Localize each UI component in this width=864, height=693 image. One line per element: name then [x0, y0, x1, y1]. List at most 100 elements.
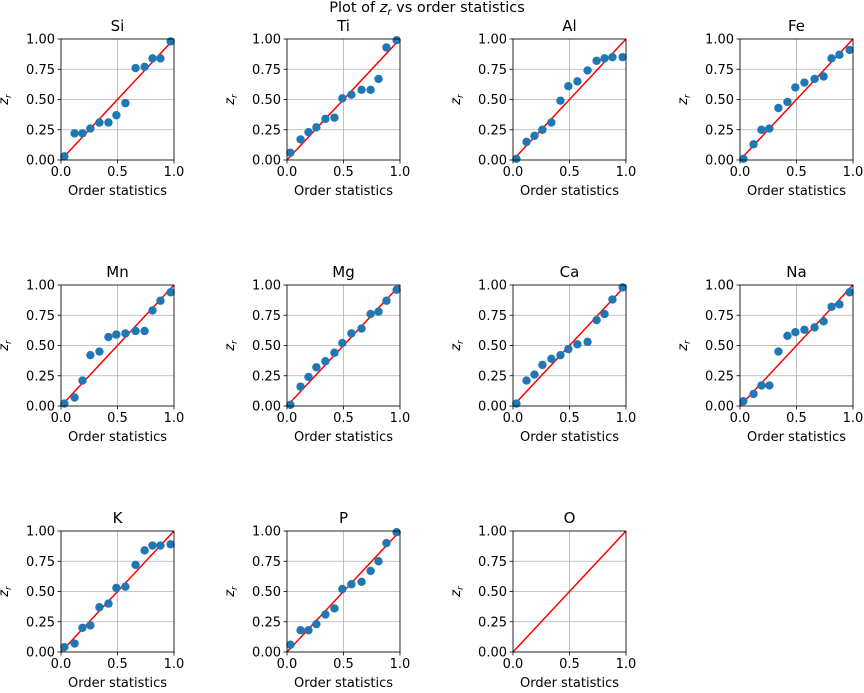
y-tick-label: 1.00 — [26, 279, 55, 294]
data-point — [166, 540, 175, 549]
data-point — [296, 382, 305, 391]
data-point — [600, 54, 609, 63]
data-point — [810, 323, 819, 332]
subplot-title: Mn — [106, 263, 128, 281]
y-tick-label: 0.25 — [252, 369, 281, 384]
x-tick-label: 1.0 — [164, 657, 185, 672]
data-point — [321, 610, 330, 619]
data-point — [330, 604, 339, 613]
y-tick-label: 0.00 — [26, 646, 55, 661]
data-point — [156, 54, 165, 63]
data-point — [749, 389, 758, 399]
y-tick-label: 0.00 — [478, 646, 507, 661]
data-point — [140, 546, 149, 555]
data-point — [347, 580, 356, 589]
data-point — [304, 372, 313, 382]
x-tick-label: 0.0 — [51, 411, 72, 426]
data-point — [564, 81, 573, 91]
data-point — [338, 94, 347, 103]
data-point — [791, 327, 800, 337]
y-axis-label: zr — [0, 585, 14, 598]
x-tick-label: 1.0 — [164, 411, 185, 426]
y-tick-label: 0.75 — [478, 309, 507, 324]
data-point — [800, 325, 809, 334]
data-point — [296, 135, 305, 144]
data-point — [338, 584, 347, 594]
data-point — [774, 103, 783, 113]
data-point — [95, 603, 104, 612]
data-point — [819, 72, 828, 81]
y-tick-label: 0.00 — [26, 154, 55, 169]
y-tick-label: 0.75 — [26, 309, 55, 324]
y-tick-label: 0.00 — [252, 646, 281, 661]
reference-line — [60, 284, 175, 407]
data-point — [86, 350, 95, 360]
y-tick-label: 0.25 — [705, 123, 734, 138]
data-point — [140, 62, 149, 72]
data-point — [374, 557, 383, 566]
y-tick-label: 0.25 — [26, 615, 55, 630]
data-point — [512, 154, 521, 163]
data-point — [538, 360, 547, 370]
data-point — [112, 583, 121, 593]
y-axis-label: zr — [449, 93, 466, 106]
x-axis-label: Order statistics — [68, 184, 167, 199]
data-point — [60, 399, 69, 408]
data-point — [131, 560, 140, 570]
data-point — [366, 566, 375, 576]
x-tick-label: 1.0 — [616, 411, 637, 426]
y-tick-label: 0.50 — [26, 339, 55, 354]
x-tick-label: 0.5 — [107, 411, 128, 426]
subplot-o: 0.0 0.5 1.0 0.00 0.25 0.50 0.75 1.00 O Order stat… — [449, 509, 636, 691]
y-tick-label: 1.00 — [252, 525, 281, 540]
data-point — [835, 300, 844, 309]
x-tick-label: 0.0 — [503, 165, 524, 180]
data-point — [156, 296, 165, 305]
data-point — [78, 129, 87, 138]
data-point — [357, 577, 366, 587]
y-tick-label: 0.50 — [252, 585, 281, 600]
data-point — [530, 370, 539, 379]
x-tick-label: 1.0 — [843, 411, 864, 426]
data-point — [512, 399, 521, 408]
x-tick-label: 1.0 — [164, 165, 185, 180]
y-tick-label: 0.00 — [252, 154, 281, 169]
subplot-fe: 0.0 0.5 1.0 0.00 0.25 0.50 0.75 1.00 Fe Order sta… — [676, 17, 863, 199]
y-tick-label: 1.00 — [252, 33, 281, 48]
y-tick-label: 0.50 — [478, 339, 507, 354]
subplot-title: K — [113, 509, 124, 527]
y-tick-label: 0.50 — [705, 93, 734, 108]
data-point — [600, 309, 609, 319]
x-tick-label: 0.5 — [333, 165, 354, 180]
y-tick-label: 0.50 — [26, 585, 55, 600]
x-axis-label: Order statistics — [294, 184, 393, 199]
x-tick-label: 0.5 — [559, 411, 580, 426]
subplot-title: Ca — [560, 263, 580, 281]
data-point — [608, 295, 617, 304]
data-point — [827, 54, 836, 63]
data-point — [121, 582, 130, 591]
data-point — [112, 111, 121, 120]
data-point — [70, 129, 79, 138]
y-axis-label: zr — [676, 339, 693, 352]
y-tick-label: 0.25 — [26, 369, 55, 384]
data-point — [104, 332, 113, 342]
x-tick-label: 0.5 — [107, 165, 128, 180]
y-tick-label: 1.00 — [705, 279, 734, 294]
data-point — [86, 124, 95, 133]
data-point — [522, 376, 531, 385]
y-axis-label: zr — [0, 93, 14, 106]
data-point — [530, 131, 539, 140]
subplot-k: 0.0 0.5 1.0 0.00 0.25 0.50 0.75 1.00 K Order stat… — [0, 509, 184, 691]
data-point — [95, 118, 104, 127]
subplot-title: Fe — [788, 17, 805, 35]
data-point — [592, 315, 601, 325]
data-point — [104, 599, 113, 608]
y-tick-label: 0.00 — [478, 400, 507, 415]
data-point — [338, 338, 347, 348]
data-point — [382, 538, 391, 548]
data-point — [522, 137, 531, 147]
y-tick-label: 0.75 — [478, 63, 507, 78]
data-point — [60, 152, 69, 161]
x-tick-label: 0.0 — [277, 411, 298, 426]
